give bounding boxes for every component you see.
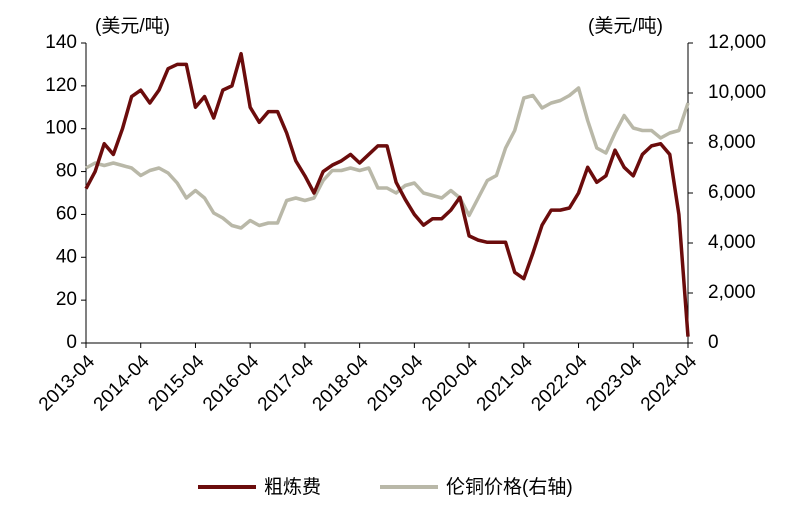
y2-tick-label: 2,000	[708, 282, 756, 303]
y-tick-label: 60	[56, 203, 77, 224]
y-axis-unit: (美元/吨)	[95, 15, 170, 37]
y2-tick-label: 12,000	[708, 32, 766, 53]
x-tick-label: 2013-04	[35, 351, 99, 415]
y-tick-label: 40	[56, 246, 77, 267]
x-tick-label: 2016-04	[199, 351, 263, 415]
x-tick-label: 2014-04	[90, 351, 154, 415]
y-tick-label: 20	[56, 289, 77, 310]
y2-tick-label: 8,000	[708, 132, 756, 153]
y2-tick-label: 10,000	[708, 82, 766, 103]
x-tick-label: 2020-04	[418, 351, 482, 415]
data-line	[84, 51, 690, 337]
y2-tick-label: 4,000	[708, 232, 756, 253]
data-line	[85, 86, 690, 230]
y2-tick-label: 6,000	[708, 182, 756, 203]
y2-axis-unit: (美元/吨)	[588, 15, 663, 37]
y-tick-label: 140	[45, 32, 77, 53]
y-tick-label: 100	[45, 118, 77, 139]
x-tick-label: 2023-04	[582, 351, 646, 415]
y-tick-label: 120	[45, 75, 77, 96]
legend-label: 粗炼费	[264, 476, 321, 498]
legend-label: 伦铜价格(右轴)	[446, 476, 573, 498]
x-tick-label: 2024-04	[637, 351, 701, 415]
x-tick-label: 2022-04	[527, 351, 591, 415]
x-tick-label: 2018-04	[309, 351, 373, 415]
y-tick-label: 80	[56, 161, 77, 182]
y2-tick-label: 0	[708, 332, 719, 353]
x-tick-label: 2021-04	[473, 351, 537, 415]
x-tick-label: 2015-04	[144, 351, 208, 415]
x-tick-label: 2019-04	[363, 351, 427, 415]
x-tick-label: 2017-04	[254, 351, 318, 415]
y-tick-label: 0	[66, 332, 77, 353]
